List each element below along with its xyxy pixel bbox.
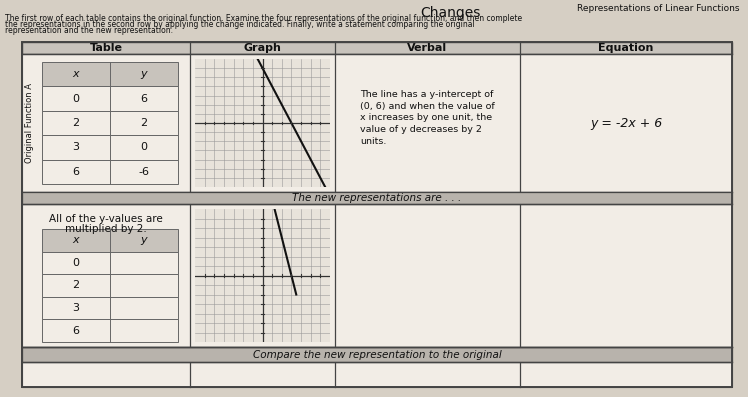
Bar — [22, 42, 732, 387]
Text: representation and the new representation.: representation and the new representatio… — [5, 26, 173, 35]
Bar — [42, 87, 178, 111]
Text: Representations of Linear Functions: Representations of Linear Functions — [577, 4, 740, 13]
Text: The first row of each table contains the original function. Examine the four rep: The first row of each table contains the… — [5, 14, 522, 23]
Text: -6: -6 — [138, 167, 150, 177]
Text: y: y — [141, 69, 147, 79]
Text: Equation: Equation — [598, 43, 654, 53]
Text: Original Function A: Original Function A — [25, 83, 34, 163]
Text: the representations in the second row by applying the change indicated. Finally,: the representations in the second row by… — [5, 20, 475, 29]
Text: 2: 2 — [73, 118, 79, 128]
Text: 0: 0 — [73, 258, 79, 268]
Bar — [42, 111, 178, 135]
Bar — [22, 54, 732, 192]
Text: x: x — [73, 235, 79, 245]
Text: All of the y-values are: All of the y-values are — [49, 214, 163, 224]
Bar — [42, 229, 178, 252]
Text: y: y — [141, 235, 147, 245]
Bar — [22, 362, 732, 387]
Text: 6: 6 — [73, 326, 79, 336]
Bar — [42, 252, 178, 274]
Text: 2: 2 — [73, 281, 79, 291]
Text: 3: 3 — [73, 303, 79, 313]
Text: Graph: Graph — [244, 43, 281, 53]
Bar — [42, 62, 178, 87]
Bar — [22, 204, 732, 347]
Bar — [42, 135, 178, 160]
Bar — [42, 160, 178, 184]
Bar — [42, 274, 178, 297]
Text: 6: 6 — [141, 94, 147, 104]
Bar — [42, 297, 178, 320]
Text: Compare the new representation to the original: Compare the new representation to the or… — [253, 349, 501, 360]
Text: y = -2x + 6: y = -2x + 6 — [590, 116, 662, 129]
Text: 3: 3 — [73, 143, 79, 152]
Text: 6: 6 — [73, 167, 79, 177]
Text: 0: 0 — [141, 143, 147, 152]
Text: 2: 2 — [141, 118, 147, 128]
Text: multiplied by 2.: multiplied by 2. — [65, 224, 147, 234]
Bar — [22, 42, 732, 54]
Bar — [0, 0, 748, 42]
Text: x: x — [73, 69, 79, 79]
Text: Verbal: Verbal — [408, 43, 447, 53]
Text: Changes: Changes — [420, 6, 480, 20]
Text: Table: Table — [90, 43, 123, 53]
Text: The new representations are . . .: The new representations are . . . — [292, 193, 462, 203]
Bar — [22, 347, 732, 362]
Text: The line has a y-intercept of
(0, 6) and when the value of
x increases by one un: The line has a y-intercept of (0, 6) and… — [360, 90, 495, 146]
Bar — [22, 42, 732, 387]
Bar — [22, 192, 732, 204]
Text: 0: 0 — [73, 94, 79, 104]
Bar — [42, 320, 178, 342]
